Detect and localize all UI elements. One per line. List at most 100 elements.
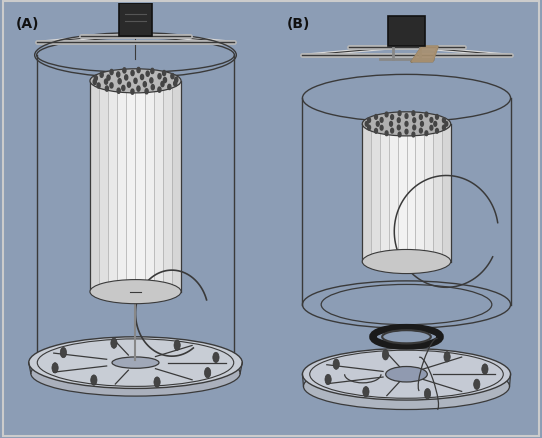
Circle shape [375,129,377,134]
Circle shape [122,86,125,92]
Bar [172,81,181,292]
Circle shape [94,76,98,81]
Circle shape [174,340,180,350]
Ellipse shape [31,351,240,396]
Circle shape [442,119,446,123]
Circle shape [376,122,379,127]
Circle shape [412,133,415,138]
Circle shape [137,68,140,74]
Bar [389,124,398,262]
Circle shape [173,82,177,87]
Circle shape [405,122,408,127]
Circle shape [442,126,446,131]
Circle shape [151,85,154,91]
Bar [163,81,172,292]
Ellipse shape [112,357,159,368]
Circle shape [117,73,120,78]
Circle shape [375,115,377,120]
Bar [154,81,163,292]
Bar [362,124,451,262]
Circle shape [412,112,415,116]
Circle shape [367,126,371,131]
Text: (A): (A) [16,17,40,31]
Bar [398,124,406,262]
Ellipse shape [302,349,511,400]
Ellipse shape [386,367,427,382]
Circle shape [163,78,166,83]
Circle shape [367,119,371,123]
Bar [117,81,126,292]
Circle shape [204,367,211,378]
Circle shape [391,129,393,134]
Circle shape [52,363,58,373]
Circle shape [425,113,428,117]
FancyBboxPatch shape [388,17,425,47]
Circle shape [175,78,178,83]
Bar [371,124,380,262]
Circle shape [163,71,166,77]
Ellipse shape [362,250,451,274]
Circle shape [123,69,126,74]
Circle shape [110,84,113,89]
Bar [90,81,181,292]
Circle shape [405,130,408,135]
Circle shape [445,122,448,127]
FancyBboxPatch shape [119,4,152,36]
Circle shape [398,112,401,116]
Circle shape [430,126,433,131]
Bar [380,124,389,262]
Circle shape [333,359,339,370]
Circle shape [474,379,480,389]
Circle shape [413,126,416,131]
Ellipse shape [29,337,242,389]
Bar [136,81,145,292]
Circle shape [213,353,219,363]
Bar [442,124,451,262]
Circle shape [127,83,131,88]
Ellipse shape [90,70,181,94]
Circle shape [482,364,488,374]
Circle shape [363,387,369,397]
Bar [126,81,136,292]
Circle shape [420,129,422,134]
Circle shape [105,80,108,85]
Bar [362,124,371,262]
Circle shape [391,116,393,120]
Text: (B): (B) [287,17,310,31]
Circle shape [125,76,128,81]
Circle shape [444,352,450,362]
Circle shape [97,84,100,89]
Circle shape [171,74,174,80]
Circle shape [100,73,103,78]
Circle shape [158,74,161,80]
Polygon shape [412,47,438,62]
Circle shape [420,116,422,120]
Ellipse shape [362,113,451,137]
Circle shape [154,377,160,387]
Circle shape [421,122,423,127]
Circle shape [385,131,388,136]
Bar [145,81,154,292]
Circle shape [93,80,96,85]
Bar [99,81,108,292]
Circle shape [131,71,134,77]
Circle shape [110,70,113,75]
Circle shape [134,79,137,84]
Ellipse shape [304,363,509,410]
Circle shape [380,118,383,123]
Circle shape [325,374,331,385]
Circle shape [143,82,146,88]
Circle shape [436,129,438,134]
Circle shape [151,69,154,74]
Circle shape [105,87,108,92]
Bar [108,81,117,292]
Circle shape [145,89,148,95]
Bar [406,124,415,262]
Bar [433,124,442,262]
Bar [415,124,424,262]
Circle shape [413,119,416,123]
Circle shape [434,122,437,127]
Circle shape [398,133,401,138]
Circle shape [140,75,144,81]
Circle shape [397,119,400,123]
